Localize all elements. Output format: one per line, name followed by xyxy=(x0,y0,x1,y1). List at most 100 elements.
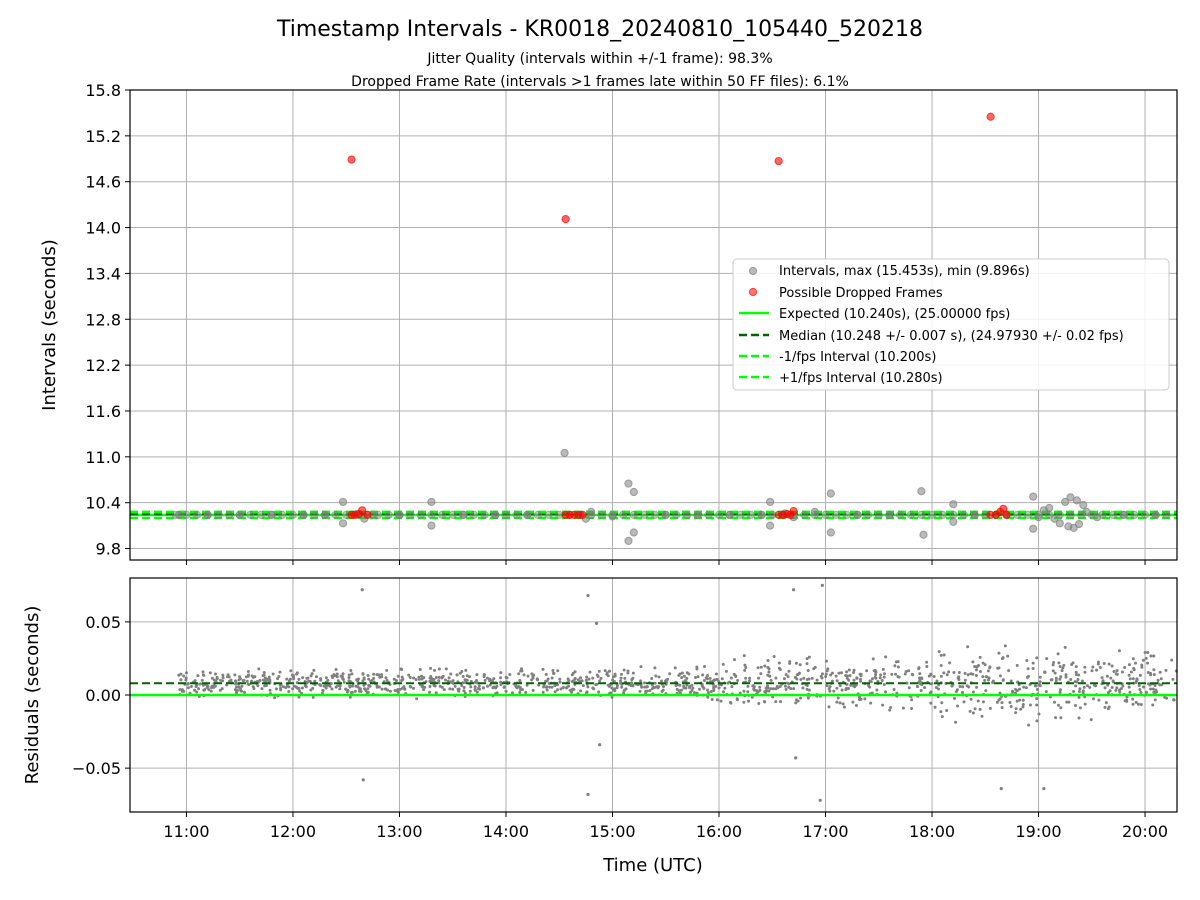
residual-point xyxy=(622,668,626,672)
residual-point xyxy=(342,680,346,684)
residual-point xyxy=(1000,701,1004,705)
residual-point xyxy=(417,677,421,681)
residual-point xyxy=(605,671,609,675)
residual-point xyxy=(870,677,874,681)
residual-point xyxy=(936,687,940,691)
residual-point xyxy=(477,684,481,688)
residual-point xyxy=(212,678,216,682)
residual-point xyxy=(461,681,465,685)
residual-point xyxy=(910,706,914,710)
residual-point xyxy=(997,698,1001,702)
residual-point xyxy=(195,683,199,687)
residual-point xyxy=(1043,670,1047,674)
residual-point xyxy=(444,678,448,682)
residual-point xyxy=(1038,675,1042,679)
residual-point xyxy=(1064,675,1068,679)
residual-point xyxy=(1014,711,1018,715)
residual-point xyxy=(766,673,770,677)
residual-point xyxy=(510,691,514,695)
residual-point xyxy=(1058,664,1062,668)
residual-point xyxy=(881,667,885,671)
residual-point xyxy=(963,671,967,675)
residual-point xyxy=(882,682,886,686)
residual-point xyxy=(1115,672,1119,676)
residual-point xyxy=(355,678,359,682)
residual-point xyxy=(494,686,498,690)
residual-point xyxy=(437,679,441,683)
interval-point xyxy=(1066,510,1075,520)
residual-point xyxy=(420,685,424,689)
legend-entry-intervals: Intervals, max (15.453s), min (9.896s) xyxy=(779,264,1030,279)
interval-point xyxy=(714,510,724,520)
residual-point xyxy=(1107,662,1111,666)
residual-point xyxy=(682,674,686,678)
residual-point xyxy=(881,703,885,707)
residual-point xyxy=(423,685,427,689)
residual-point xyxy=(1123,665,1127,669)
interval-point xyxy=(459,510,468,520)
interval-point xyxy=(278,510,287,520)
residual-point xyxy=(444,667,448,671)
residual-point xyxy=(319,677,323,681)
residual-point xyxy=(1118,688,1122,692)
residual-point xyxy=(1152,690,1156,694)
residual-point xyxy=(978,655,982,659)
residual-point xyxy=(447,676,451,680)
residual-point xyxy=(879,673,883,677)
residual-point xyxy=(1054,716,1058,720)
residual-point xyxy=(368,684,372,688)
residual-point xyxy=(392,677,396,681)
residual-point xyxy=(1115,669,1119,673)
interval-point xyxy=(320,510,330,520)
residual-point xyxy=(288,677,292,681)
residual-point xyxy=(358,687,362,691)
y-tick-label: 11.6 xyxy=(85,402,121,421)
residual-point xyxy=(857,695,861,699)
residual-point xyxy=(668,672,672,676)
residual-point xyxy=(442,688,446,692)
residual-point xyxy=(573,677,577,681)
residual-point xyxy=(907,686,911,690)
residual-point xyxy=(364,689,368,693)
residual-point xyxy=(318,682,322,686)
residual-point xyxy=(1158,670,1162,674)
residual-point xyxy=(1059,716,1063,720)
residual-point xyxy=(518,690,522,694)
residual-point xyxy=(1152,672,1156,676)
residual-point xyxy=(894,660,898,664)
residual-point xyxy=(1001,678,1005,682)
residual-point xyxy=(260,687,264,691)
residual-point xyxy=(688,691,692,695)
interval-point xyxy=(214,510,223,520)
residual-point xyxy=(1131,697,1135,701)
residual-point xyxy=(915,684,919,688)
residual-point xyxy=(631,671,635,675)
residual-point xyxy=(1156,678,1160,682)
residual-point xyxy=(264,679,268,683)
interval-point xyxy=(224,510,234,520)
residual-point xyxy=(983,663,987,667)
residual-point xyxy=(201,673,205,677)
residual-point xyxy=(847,668,851,672)
residual-point xyxy=(240,684,244,688)
residual-point xyxy=(794,756,798,760)
residual-point xyxy=(1144,690,1148,694)
residual-point xyxy=(579,689,583,693)
residual-point xyxy=(182,674,186,678)
residual-point xyxy=(697,687,701,691)
residual-point xyxy=(1111,679,1115,683)
residual-point xyxy=(841,702,845,706)
residual-point xyxy=(1106,707,1110,711)
interval-point xyxy=(384,510,393,520)
interval-point xyxy=(661,510,670,520)
residual-point xyxy=(748,676,752,680)
legend-marker-intervals xyxy=(748,266,758,276)
residual-point xyxy=(613,674,617,678)
residual-point xyxy=(1058,677,1062,681)
residual-point xyxy=(715,698,719,702)
x-tick-label: 16:00 xyxy=(696,822,742,841)
residual-point xyxy=(710,698,714,702)
residual-point xyxy=(591,676,595,680)
residual-point xyxy=(1007,669,1011,673)
interval-point xyxy=(853,510,862,520)
